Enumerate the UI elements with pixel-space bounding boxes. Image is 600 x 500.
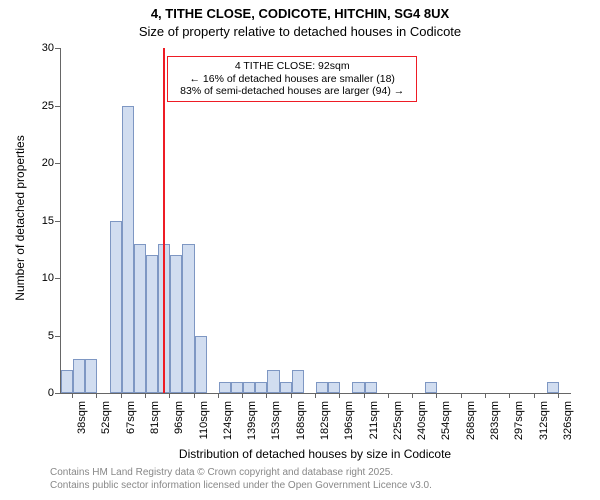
x-tick-mark: [412, 393, 413, 398]
y-tick-label: 5: [32, 330, 54, 342]
histogram-bar: [110, 221, 122, 394]
histogram-bar: [365, 382, 377, 394]
x-tick-label: 283sqm: [489, 401, 501, 449]
y-tick-mark: [55, 48, 60, 49]
x-tick-label: 254sqm: [440, 401, 452, 449]
x-tick-mark: [364, 393, 365, 398]
histogram-bar: [182, 244, 194, 394]
x-tick-label: 326sqm: [562, 401, 574, 449]
x-tick-mark: [242, 393, 243, 398]
x-tick-label: 297sqm: [513, 401, 525, 449]
x-axis-label: Distribution of detached houses by size …: [60, 447, 570, 461]
x-tick-mark: [121, 393, 122, 398]
x-tick-label: 312sqm: [538, 401, 550, 449]
histogram-bar: [267, 370, 279, 393]
annotation-box: 4 TITHE CLOSE: 92sqm ← 16% of detached h…: [167, 56, 417, 102]
histogram-bar: [61, 370, 73, 393]
x-tick-mark: [72, 393, 73, 398]
histogram-bar: [134, 244, 146, 394]
x-tick-mark: [315, 393, 316, 398]
chart-title-sub: Size of property relative to detached ho…: [0, 24, 600, 39]
x-tick-mark: [145, 393, 146, 398]
y-tick-mark: [55, 393, 60, 394]
x-tick-label: 168sqm: [295, 401, 307, 449]
x-tick-label: 196sqm: [343, 401, 355, 449]
x-tick-mark: [266, 393, 267, 398]
histogram-bar: [316, 382, 328, 394]
histogram-bar: [425, 382, 437, 394]
histogram-bar: [122, 106, 134, 394]
histogram-bar: [231, 382, 243, 394]
footer-line-1: Contains HM Land Registry data © Crown c…: [50, 467, 393, 478]
histogram-bar: [243, 382, 255, 394]
histogram-bar: [195, 336, 207, 394]
x-tick-mark: [169, 393, 170, 398]
histogram-bar: [352, 382, 364, 394]
histogram-bar: [280, 382, 292, 394]
y-tick-label: 15: [32, 215, 54, 227]
y-tick-label: 0: [32, 387, 54, 399]
histogram-bar: [255, 382, 267, 394]
x-tick-mark: [218, 393, 219, 398]
histogram-bar: [292, 370, 304, 393]
histogram-bar: [85, 359, 97, 394]
x-tick-mark: [194, 393, 195, 398]
x-tick-mark: [558, 393, 559, 398]
x-tick-label: 124sqm: [222, 401, 234, 449]
x-tick-mark: [96, 393, 97, 398]
footer-line-2: Contains public sector information licen…: [50, 480, 432, 491]
y-tick-label: 20: [32, 157, 54, 169]
histogram-bar: [146, 255, 158, 393]
x-tick-mark: [509, 393, 510, 398]
x-tick-mark: [436, 393, 437, 398]
chart-title-main: 4, TITHE CLOSE, CODICOTE, HITCHIN, SG4 8…: [0, 6, 600, 21]
x-tick-label: 67sqm: [125, 401, 137, 449]
x-tick-mark: [388, 393, 389, 398]
y-tick-label: 30: [32, 42, 54, 54]
annotation-line-2: ← 16% of detached houses are smaller (18…: [174, 73, 410, 86]
y-tick-label: 10: [32, 272, 54, 284]
histogram-bar: [170, 255, 182, 393]
histogram-bar: [547, 382, 559, 394]
x-tick-label: 211sqm: [368, 401, 380, 449]
x-tick-mark: [291, 393, 292, 398]
x-tick-label: 52sqm: [100, 401, 112, 449]
x-tick-mark: [485, 393, 486, 398]
reference-line: [163, 48, 165, 393]
x-tick-label: 110sqm: [198, 401, 210, 449]
annotation-line-3: 83% of semi-detached houses are larger (…: [174, 85, 410, 98]
y-tick-mark: [55, 278, 60, 279]
x-tick-mark: [339, 393, 340, 398]
x-tick-label: 182sqm: [319, 401, 331, 449]
histogram-bar: [328, 382, 340, 394]
annotation-line-1: 4 TITHE CLOSE: 92sqm: [174, 60, 410, 73]
y-tick-mark: [55, 163, 60, 164]
histogram-bar: [73, 359, 85, 394]
histogram-bar: [219, 382, 231, 394]
x-tick-label: 38sqm: [76, 401, 88, 449]
y-tick-mark: [55, 106, 60, 107]
x-tick-mark: [461, 393, 462, 398]
x-tick-label: 81sqm: [149, 401, 161, 449]
x-tick-label: 225sqm: [392, 401, 404, 449]
x-tick-label: 139sqm: [246, 401, 258, 449]
y-tick-mark: [55, 336, 60, 337]
x-tick-label: 153sqm: [270, 401, 282, 449]
y-tick-mark: [55, 221, 60, 222]
x-tick-label: 240sqm: [416, 401, 428, 449]
y-axis-label: Number of detached properties: [13, 58, 27, 378]
x-tick-mark: [534, 393, 535, 398]
x-tick-label: 96sqm: [173, 401, 185, 449]
y-tick-label: 25: [32, 100, 54, 112]
x-tick-label: 268sqm: [465, 401, 477, 449]
